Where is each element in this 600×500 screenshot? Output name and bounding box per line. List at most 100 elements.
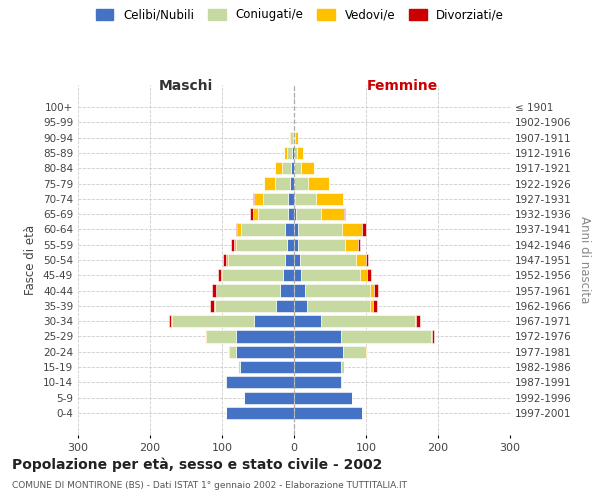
Bar [356,254,366,266]
Bar [263,192,288,205]
Bar [226,254,228,266]
Text: Femmine: Femmine [367,80,437,94]
Bar [322,208,344,220]
Bar [226,407,294,419]
Bar [366,346,367,358]
Bar [360,269,367,281]
Bar [370,300,373,312]
Bar [296,208,322,220]
Bar [431,330,434,342]
Bar [374,284,377,296]
Bar [294,254,300,266]
Bar [236,238,287,251]
Bar [206,330,236,342]
Bar [415,315,416,328]
Bar [253,192,254,205]
Bar [341,330,431,342]
Bar [294,300,307,312]
Bar [322,315,415,328]
Bar [298,238,345,251]
Bar [301,269,360,281]
Bar [290,178,294,190]
Bar [238,361,240,373]
Bar [373,300,377,312]
Bar [169,315,171,328]
Bar [216,284,280,296]
Bar [236,224,237,235]
Bar [241,224,286,235]
Bar [254,315,294,328]
Bar [294,346,343,358]
Bar [294,147,297,159]
Bar [358,238,359,251]
Bar [300,254,356,266]
Bar [254,192,263,205]
Bar [215,300,276,312]
Bar [240,361,294,373]
Bar [345,238,358,251]
Bar [232,238,233,251]
Bar [222,269,283,281]
Bar [294,208,296,220]
Bar [228,254,286,266]
Bar [289,132,290,143]
Bar [297,147,304,159]
Bar [308,178,329,190]
Bar [233,238,236,251]
Bar [301,162,314,174]
Bar [212,284,215,296]
Y-axis label: Fasce di età: Fasce di età [25,225,37,295]
Bar [294,162,301,174]
Bar [294,284,305,296]
Bar [223,254,226,266]
Bar [293,132,294,143]
Bar [343,346,366,358]
Text: COMUNE DI MONTIRONE (BS) - Dati ISTAT 1° gennaio 2002 - Elaborazione TUTTITALIA.: COMUNE DI MONTIRONE (BS) - Dati ISTAT 1°… [12,481,407,490]
Bar [291,162,294,174]
Bar [344,208,345,220]
Bar [236,346,294,358]
Bar [211,300,214,312]
Bar [370,284,374,296]
Bar [253,208,258,220]
Bar [237,224,241,235]
Bar [294,178,308,190]
Bar [294,361,341,373]
Legend: Celibi/Nubili, Coniugati/e, Vedovi/e, Divorziati/e: Celibi/Nubili, Coniugati/e, Vedovi/e, Di… [96,8,504,22]
Bar [215,284,216,296]
Bar [294,269,301,281]
Bar [276,300,294,312]
Bar [172,315,254,328]
Bar [258,208,288,220]
Bar [228,346,229,358]
Bar [286,254,294,266]
Bar [288,192,294,205]
Bar [294,376,341,388]
Bar [294,330,341,342]
Bar [294,224,298,235]
Bar [284,147,287,159]
Bar [283,269,294,281]
Bar [341,224,362,235]
Bar [205,330,206,342]
Bar [275,162,283,174]
Bar [294,392,352,404]
Bar [214,300,215,312]
Bar [280,284,294,296]
Bar [171,315,172,328]
Bar [294,238,298,251]
Bar [221,269,222,281]
Bar [286,224,294,235]
Bar [307,300,370,312]
Bar [362,224,366,235]
Bar [290,132,293,143]
Bar [366,254,368,266]
Bar [225,376,226,388]
Bar [292,147,294,159]
Bar [287,238,294,251]
Text: Maschi: Maschi [159,80,213,94]
Bar [275,178,290,190]
Bar [367,269,371,281]
Bar [295,192,316,205]
Bar [226,376,294,388]
